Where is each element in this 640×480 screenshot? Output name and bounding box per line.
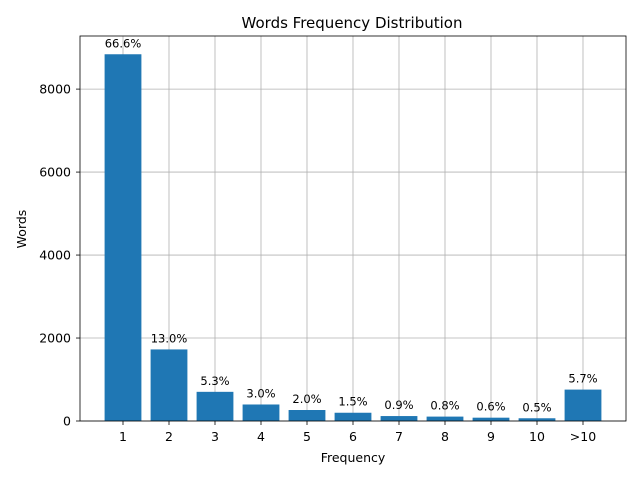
bar-5 (288, 410, 326, 421)
x-axis: 1 2 3 4 5 6 7 8 9 10 >10 (119, 421, 596, 444)
data-label-7: 0.9% (384, 398, 413, 412)
bar-2 (150, 349, 188, 421)
x-tick-label: >10 (570, 429, 596, 444)
bar-3 (196, 391, 234, 421)
x-tick-label: 7 (395, 429, 403, 444)
data-label-6: 1.5% (338, 395, 367, 409)
data-label-8: 0.8% (430, 399, 459, 413)
x-tick-label: 2 (165, 429, 173, 444)
y-tick-label: 4000 (39, 248, 71, 263)
x-tick-label: 4 (257, 429, 265, 444)
x-tick-label: 6 (349, 429, 357, 444)
y-tick-label: 8000 (39, 82, 71, 97)
data-label-2: 13.0% (151, 331, 188, 345)
data-label-4: 3.0% (246, 386, 275, 400)
bar-7 (380, 416, 418, 421)
data-label-9: 0.6% (476, 400, 505, 414)
chart-title: Words Frequency Distribution (242, 14, 463, 32)
bar-1 (104, 54, 142, 422)
x-tick-label: 1 (119, 429, 127, 444)
bar-10 (518, 418, 556, 421)
data-label-10: 0.5% (522, 400, 551, 414)
y-axis: 0 2000 4000 6000 8000 (39, 82, 80, 429)
bar-6 (334, 412, 372, 421)
y-tick-label: 6000 (39, 165, 71, 180)
y-tick-label: 0 (63, 414, 71, 429)
data-label-5: 2.0% (292, 392, 321, 406)
bar-8 (426, 416, 464, 421)
bar->10 (564, 389, 602, 421)
y-tick-label: 2000 (39, 331, 71, 346)
x-tick-label: 10 (529, 429, 545, 444)
bar-4 (242, 404, 280, 421)
x-tick-label: 5 (303, 429, 311, 444)
y-axis-label: Words (14, 210, 29, 249)
data-label-3: 5.3% (200, 374, 229, 388)
x-tick-label: 8 (441, 429, 449, 444)
data-label->10: 5.7% (568, 372, 597, 386)
bar-9 (472, 417, 510, 421)
bars (104, 54, 602, 422)
x-axis-label: Frequency (321, 450, 386, 465)
data-labels: 66.6% 13.0% 5.3% 3.0% 2.0% 1.5% 0.9% 0.8% 0.6% 0.… (105, 36, 598, 414)
x-tick-label: 9 (487, 429, 495, 444)
x-tick-label: 3 (211, 429, 219, 444)
data-label-1: 66.6% (105, 36, 142, 50)
